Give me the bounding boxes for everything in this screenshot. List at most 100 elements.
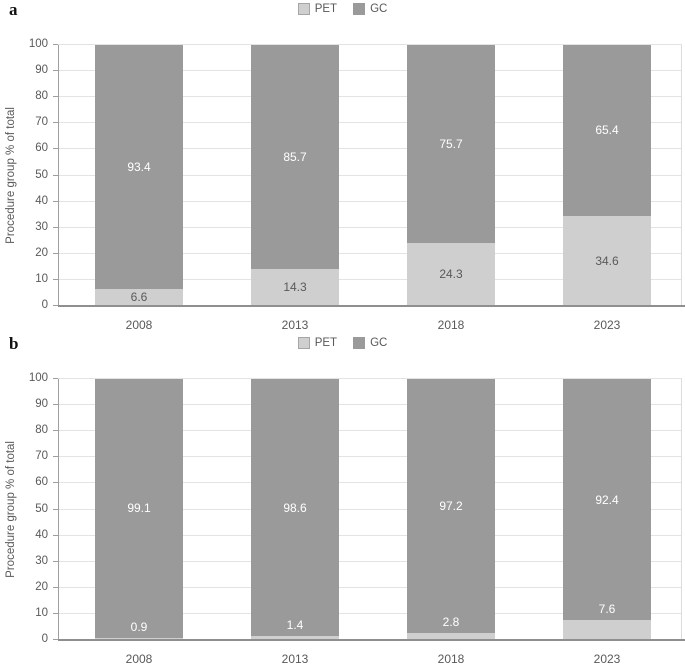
- gridline: [58, 482, 682, 484]
- bar-segment-pet: [251, 268, 339, 306]
- gridline: [58, 612, 682, 614]
- x-category-label: 2023: [593, 318, 621, 332]
- y-tick-mark: [53, 226, 58, 228]
- gridline: [58, 456, 682, 458]
- x-category-label: 2023: [593, 652, 621, 666]
- legend-label-pet: PET: [314, 337, 338, 349]
- gridline: [58, 534, 682, 536]
- data-label-pet: 0.9: [130, 619, 148, 634]
- gridline: [58, 252, 682, 254]
- y-tick-label: 50: [35, 168, 48, 181]
- gridline: [58, 174, 682, 176]
- data-label-gc: 65.4: [595, 123, 619, 138]
- y-tick-label: 20: [35, 580, 48, 593]
- y-tick-label: 100: [28, 372, 48, 384]
- bar-segment-pet: [563, 620, 651, 640]
- y-tick-label: 70: [35, 450, 48, 463]
- data-label-gc: 99.1: [127, 501, 151, 516]
- gridline: [58, 148, 682, 150]
- y-tick-mark: [53, 639, 58, 640]
- panel-b: b PET GC Procedure group % of total 0 10 2…: [0, 334, 685, 668]
- plot-right-border: [681, 45, 682, 306]
- bar-segment-gc: [407, 45, 495, 243]
- gridline: [58, 278, 682, 280]
- y-tick-mark: [53, 612, 58, 614]
- pet-swatch-icon: [297, 3, 310, 15]
- y-tick-label: 60: [35, 476, 48, 489]
- y-axis-line: [58, 45, 59, 306]
- bar-segment-pet: [407, 242, 495, 306]
- data-label-pet: 14.3: [283, 280, 307, 295]
- bar-segment-pet: [563, 215, 651, 306]
- bar-segment-pet: [95, 637, 183, 640]
- panel-label-a: a: [9, 0, 18, 19]
- x-category-label: 2013: [281, 318, 309, 332]
- gridline: [58, 96, 682, 98]
- y-tick-label: 60: [35, 142, 48, 155]
- bar-segment-gc: [251, 45, 339, 269]
- y-tick-label: 70: [35, 116, 48, 129]
- legend-label-gc: GC: [370, 337, 388, 349]
- data-label-pet: 6.6: [130, 290, 148, 305]
- y-tick-label: 50: [35, 502, 48, 515]
- bar-segment-pet: [251, 636, 339, 640]
- bar-segment-gc: [95, 379, 183, 638]
- y-tick-mark: [53, 305, 58, 306]
- y-tick-label: 90: [35, 398, 48, 411]
- x-category-label: 2018: [437, 318, 465, 332]
- x-category-label: 2008: [125, 652, 153, 666]
- y-tick-label: 40: [35, 194, 48, 207]
- y-tick-label: 20: [35, 246, 48, 259]
- x-axis-line: [58, 639, 685, 641]
- gridline: [58, 122, 682, 124]
- data-label-gc: 85.7: [283, 149, 307, 164]
- y-tick-mark: [53, 586, 58, 588]
- y-tick-label: 10: [35, 272, 48, 285]
- panel-label-b: b: [9, 334, 19, 353]
- panel-a: a PET GC Procedure group % of total 0 10 2…: [0, 0, 685, 332]
- legend-label-gc: GC: [370, 3, 388, 15]
- legend-b: PET GC: [0, 337, 685, 349]
- y-tick-label: 30: [35, 554, 48, 567]
- data-label-pet: 1.4: [286, 618, 304, 633]
- y-tick-mark: [53, 534, 58, 536]
- x-category-label: 2018: [437, 652, 465, 666]
- gridline: [58, 508, 682, 510]
- legend-item-pet: PET: [297, 3, 337, 15]
- y-tick-mark: [53, 560, 58, 562]
- data-label-pet: 2.8: [442, 614, 460, 629]
- y-axis-line: [58, 379, 59, 640]
- y-tick-mark: [53, 44, 58, 45]
- data-label-gc: 75.7: [439, 136, 463, 151]
- y-tick-label: 0: [41, 633, 48, 645]
- gridline: [58, 586, 682, 588]
- data-label-pet: 24.3: [439, 267, 463, 282]
- gridline: [58, 430, 682, 432]
- bar-segment-pet: [407, 632, 495, 640]
- y-tick-label: 10: [35, 606, 48, 619]
- x-category-label: 2008: [125, 318, 153, 332]
- y-tick-label: 80: [35, 90, 48, 103]
- y-tick-mark: [53, 278, 58, 280]
- gc-swatch-icon: [353, 337, 366, 349]
- plot-right-border: [681, 379, 682, 640]
- data-label-gc: 93.4: [127, 159, 151, 174]
- y-tick-label: 80: [35, 424, 48, 437]
- y-tick-mark: [53, 482, 58, 484]
- gridline: [58, 378, 682, 379]
- plot-area-a: 0 10 20 30 40 50 60 70 80 90 100 93.4 6.6 2008 85.7 14.…: [29, 38, 685, 332]
- legend-item-pet: PET: [297, 337, 338, 349]
- y-tick-label: 100: [28, 38, 48, 50]
- data-label-gc: 98.6: [283, 500, 307, 515]
- y-tick-mark: [53, 174, 58, 176]
- y-tick-label: 30: [35, 220, 48, 233]
- gridline: [58, 226, 682, 228]
- data-label-gc: 97.2: [439, 498, 463, 513]
- y-tick-mark: [53, 70, 58, 72]
- legend-item-gc: GC: [353, 337, 387, 349]
- legend-a: PET GC: [0, 3, 685, 15]
- bar-segment-gc: [563, 379, 651, 621]
- y-tick-mark: [53, 252, 58, 254]
- gridline: [58, 44, 682, 45]
- gridline: [58, 404, 682, 406]
